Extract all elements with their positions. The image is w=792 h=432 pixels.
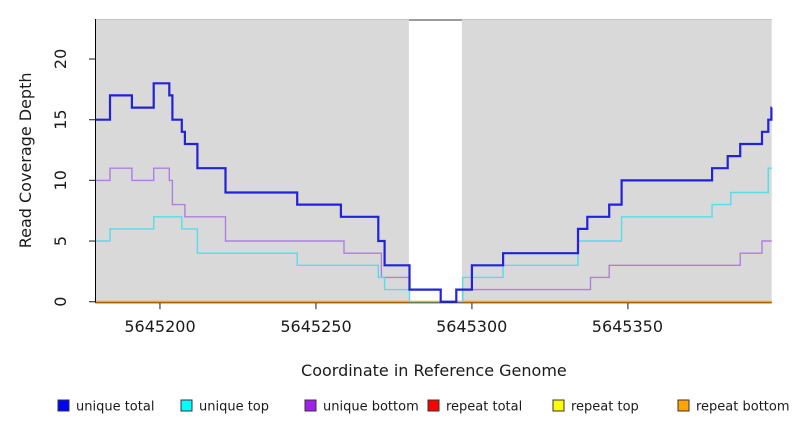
y-tick-label-0: 0 (51, 297, 70, 307)
legend-swatch-repeat-top (552, 399, 565, 412)
legend-swatch-unique-bottom (304, 399, 317, 412)
x-axis-title: Coordinate in Reference Genome (301, 361, 567, 380)
legend-label-unique-bottom: unique bottom (323, 400, 419, 415)
y-tick-label-20: 20 (51, 49, 70, 69)
series-line-unique-top (96, 167, 772, 303)
series-line-unique-bottom (96, 167, 772, 303)
gap-band (408, 19, 462, 303)
x-tick-label-5645350: 5645350 (592, 317, 663, 336)
legend: unique total unique top unique bottom re… (57, 399, 790, 415)
legend-label-unique-top: unique top (199, 400, 269, 415)
legend-swatch-unique-total (57, 399, 70, 412)
legend-swatch-unique-top (180, 399, 193, 412)
y-tick-label-15: 15 (51, 109, 70, 129)
legend-label-repeat-top: repeat top (571, 400, 639, 415)
legend-swatch-repeat-total (427, 399, 440, 412)
series-line-unique-total (96, 82, 773, 303)
plot-layer (89, 19, 773, 310)
legend-swatch-repeat-bottom (677, 399, 690, 412)
legend-label-repeat-total: repeat total (446, 400, 522, 415)
y-axis-title: Read Coverage Depth (16, 73, 35, 249)
legend-label-unique-total: unique total (76, 400, 154, 415)
y-tick-label-10: 10 (51, 170, 70, 190)
y-tick-label-5: 5 (51, 236, 70, 246)
x-tick-label-5645200: 5645200 (124, 317, 195, 336)
legend-label-repeat-bottom: repeat bottom (696, 400, 790, 415)
x-tick-label-5645250: 5645250 (280, 317, 351, 336)
x-tick-label-5645300: 5645300 (436, 317, 507, 336)
